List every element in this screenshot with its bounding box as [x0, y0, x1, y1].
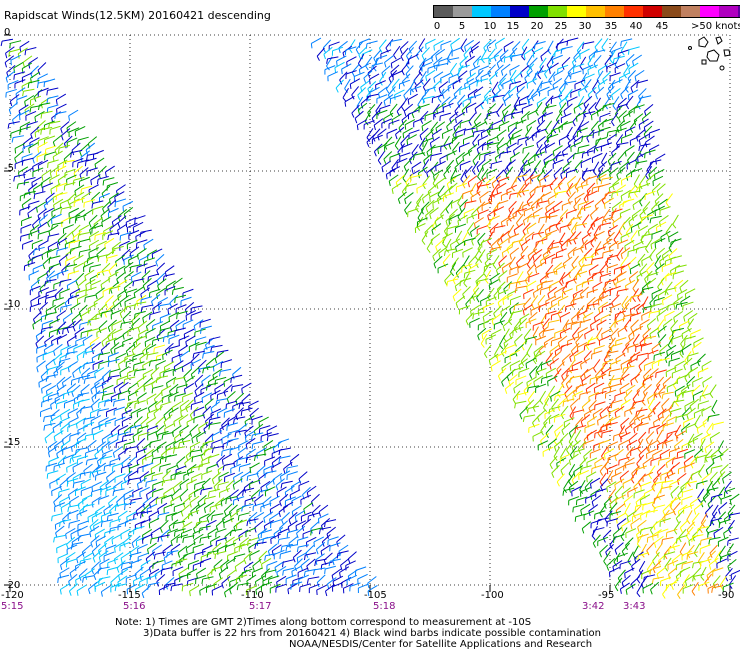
lon-label-m95: -95: [598, 590, 615, 601]
lon-label-m115: -115: [118, 590, 141, 601]
legend-swatch: [434, 6, 453, 17]
legend-swatch: [719, 6, 738, 17]
footer-note-2: 3)Data buffer is 22 hrs from 20160421 4)…: [143, 628, 601, 639]
legend-tick-20: 20: [530, 21, 544, 32]
legend-swatch: [548, 6, 567, 17]
legend-tick-45: 45: [655, 21, 669, 32]
legend-swatch: [662, 6, 681, 17]
lon-label-m100: -100: [481, 590, 504, 601]
time-label-right-1: 3:42: [582, 601, 605, 612]
legend-tick-0: 0: [433, 21, 441, 32]
lat-label-0: 0: [4, 27, 11, 38]
legend-swatch: [472, 6, 491, 17]
legend-color-bar: [433, 5, 740, 18]
lon-label-m120: -120: [1, 590, 24, 601]
legend-swatch: [738, 6, 740, 17]
legend-tick-10: 10: [483, 21, 497, 32]
legend-tick-15: 15: [506, 21, 520, 32]
lon-label-m110: -110: [241, 590, 264, 601]
legend-swatch: [567, 6, 586, 17]
legend-swatch: [605, 6, 624, 17]
footer-credit: NOAA/NESDIS/Center for Satellite Applica…: [289, 639, 593, 650]
lat-label-m15: -15: [4, 437, 21, 448]
legend-tick-35: 35: [604, 21, 618, 32]
lat-label-m10: -10: [4, 299, 21, 310]
time-label-left-2: 5:17: [249, 601, 272, 612]
lat-lon-grid: [4, 34, 731, 592]
time-label-start: 5:15: [1, 601, 24, 612]
wind-speed-legend: 0 5 10 15 20 25 30 35 40 45 >50 knots: [433, 5, 740, 35]
legend-tick-40: 40: [629, 21, 643, 32]
galapagos-islands: [688, 36, 731, 71]
legend-unit: >50 knots: [691, 21, 740, 32]
legend-tick-25: 25: [554, 21, 568, 32]
legend-swatch: [586, 6, 605, 17]
legend-swatch: [491, 6, 510, 17]
legend-swatch: [510, 6, 529, 17]
time-label-right-2: 3:43: [623, 601, 646, 612]
time-label-left-3: 5:18: [373, 601, 396, 612]
lat-label-m5: -5: [4, 163, 14, 174]
legend-swatch: [681, 6, 700, 17]
footer-note-1: Note: 1) Times are GMT 2)Times along bot…: [115, 617, 532, 628]
legend-swatch: [529, 6, 548, 17]
legend-swatch: [624, 6, 643, 17]
legend-tick-30: 30: [578, 21, 592, 32]
legend-swatch: [643, 6, 662, 17]
lon-label-m105: -105: [364, 590, 387, 601]
legend-swatch: [700, 6, 719, 17]
map-title: Rapidscat Winds(12.5KM) 20160421 descend…: [4, 9, 271, 22]
legend-swatch: [453, 6, 472, 17]
lat-label-m20: -20: [4, 580, 21, 591]
time-label-left-1: 5:16: [123, 601, 146, 612]
lon-label-m90: -90: [718, 590, 735, 601]
legend-tick-5: 5: [458, 21, 466, 32]
wind-swaths: [0, 37, 740, 600]
